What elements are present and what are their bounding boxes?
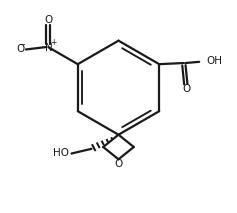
Text: O: O	[182, 84, 190, 94]
Text: HO: HO	[53, 148, 69, 158]
Text: O: O	[44, 15, 52, 25]
Text: O: O	[114, 160, 123, 170]
Text: +: +	[50, 38, 57, 47]
Text: OH: OH	[207, 56, 223, 66]
Text: $\mathregular{N}$: $\mathregular{N}$	[44, 41, 53, 53]
Text: O: O	[16, 44, 24, 54]
Text: −: −	[18, 40, 25, 49]
